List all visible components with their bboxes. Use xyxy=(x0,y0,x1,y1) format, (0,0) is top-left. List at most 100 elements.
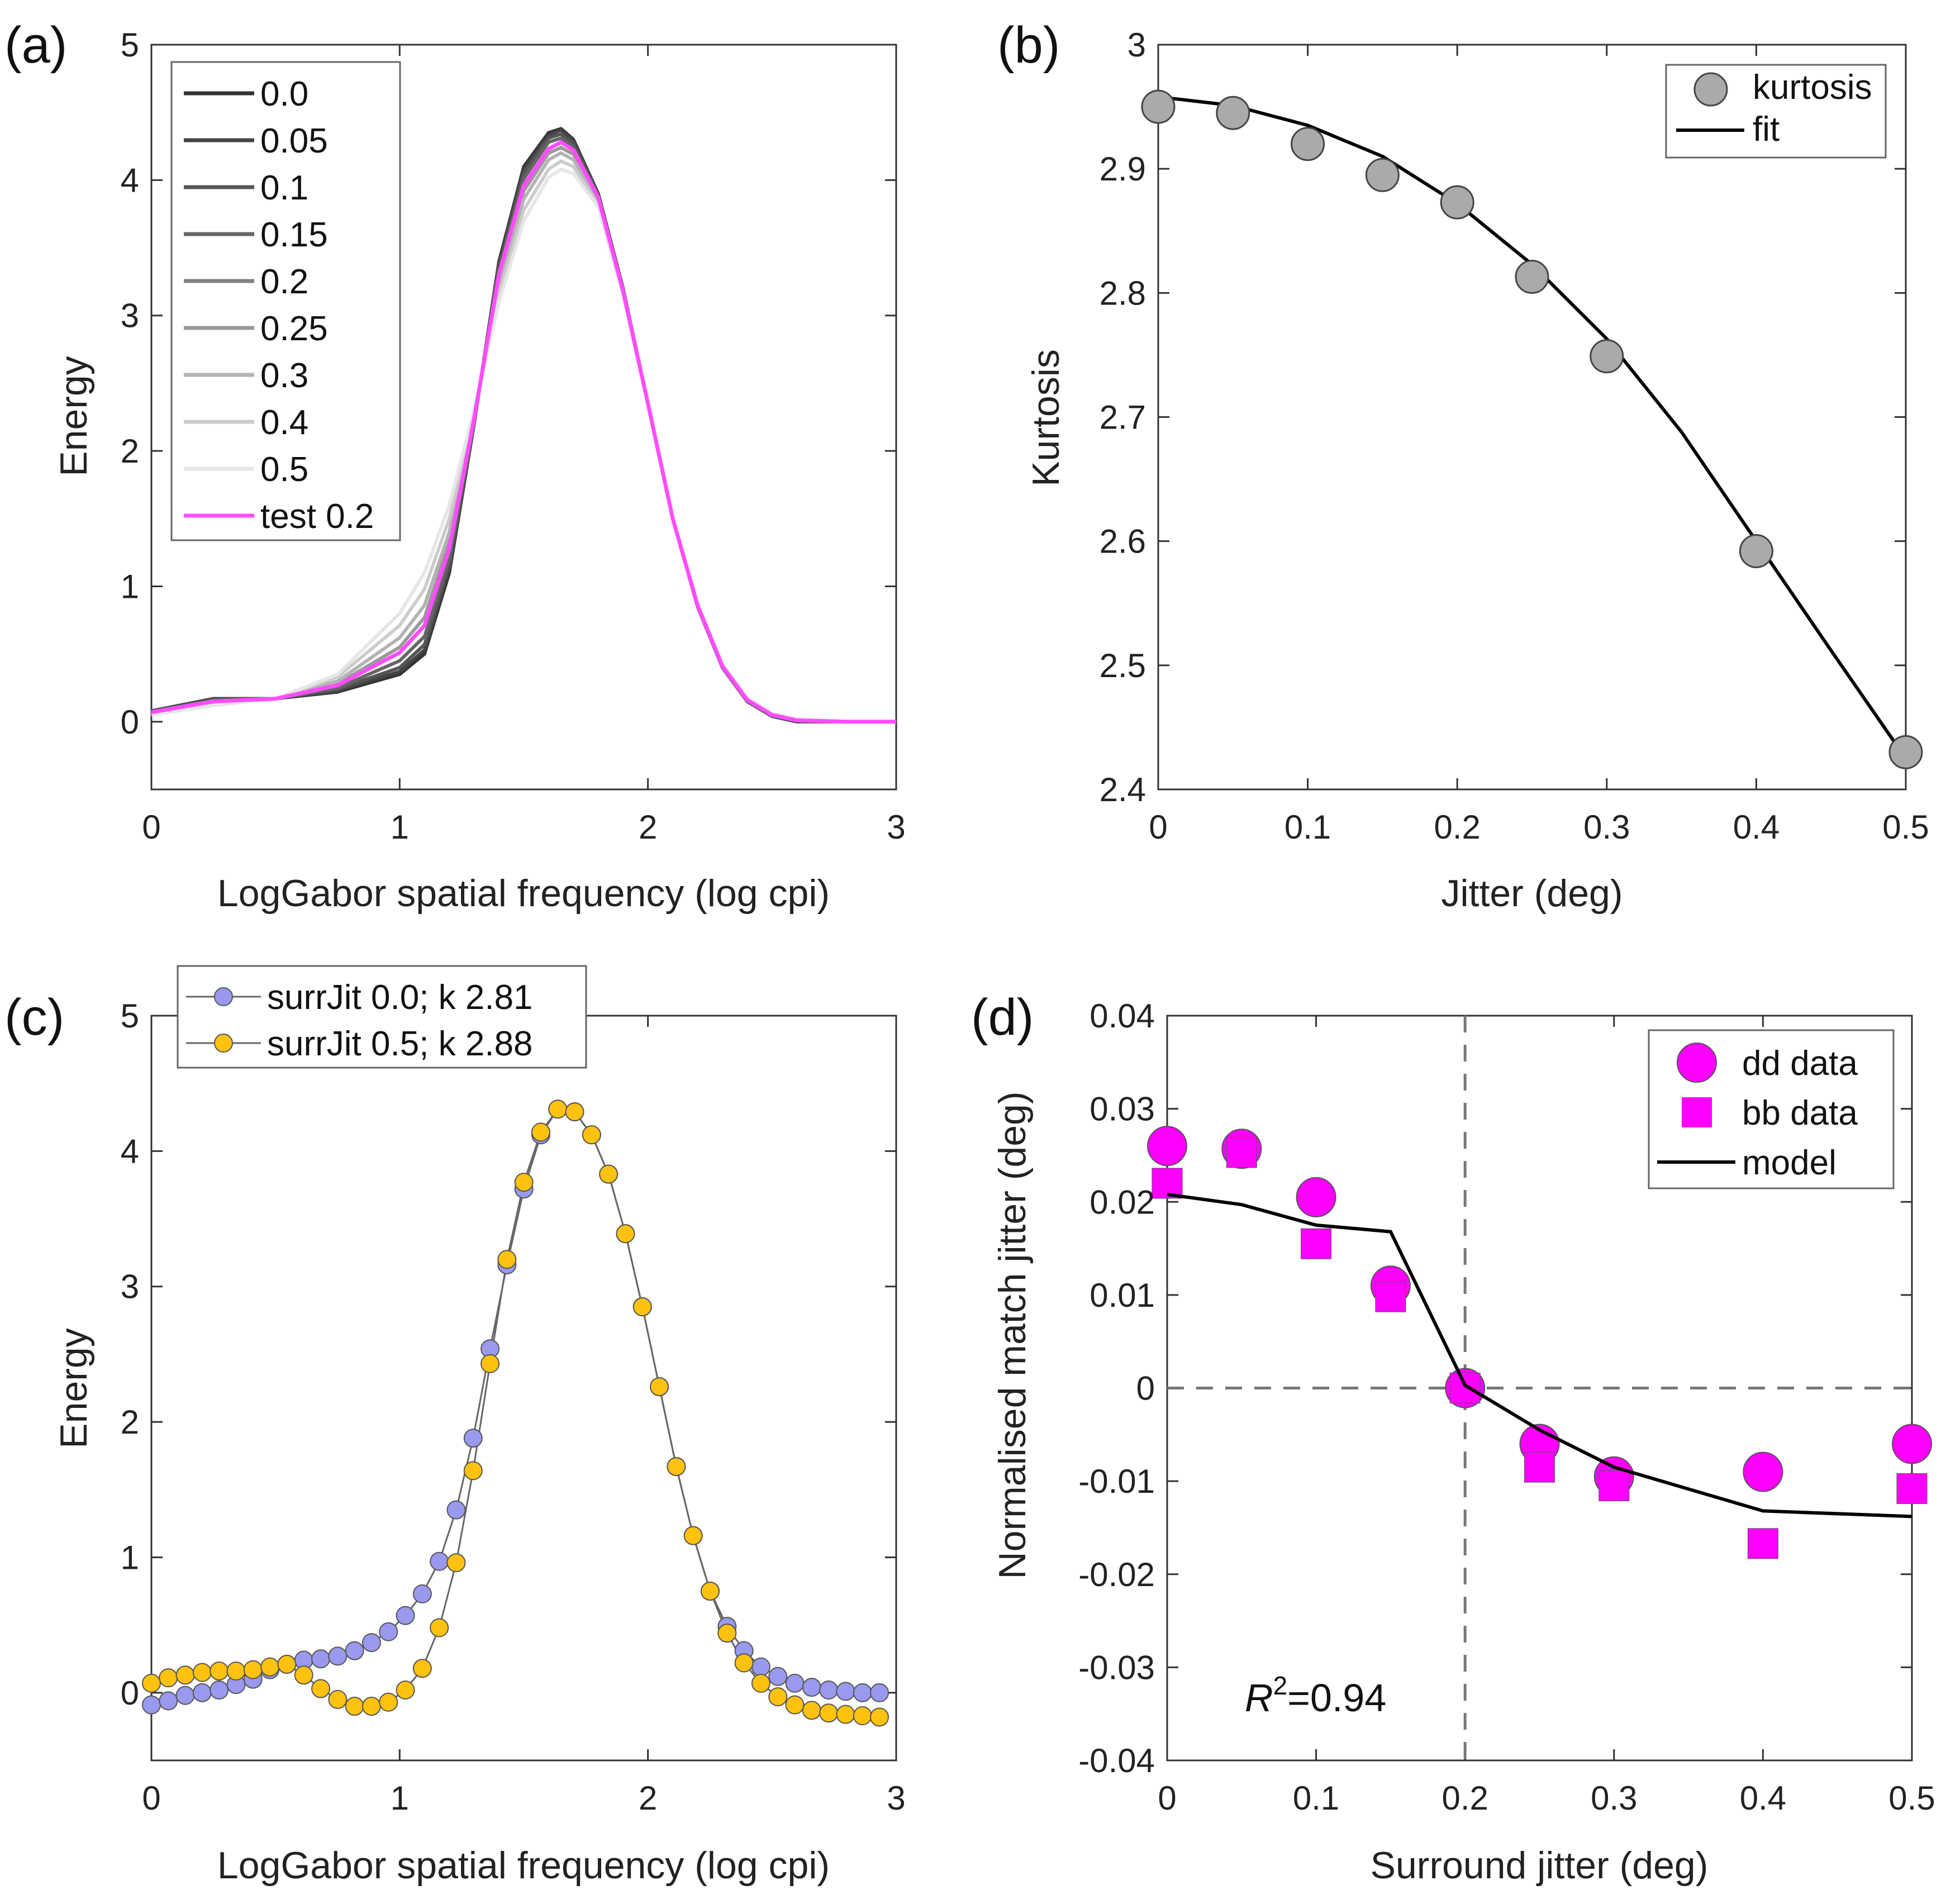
y-tick-label: 2.4 xyxy=(1100,771,1146,808)
kurtosis-point xyxy=(1365,158,1400,192)
y-tick-label: 0.04 xyxy=(1089,997,1155,1035)
data-point xyxy=(785,1695,805,1715)
bb-data-point xyxy=(1598,1470,1630,1501)
data-point xyxy=(768,1687,788,1707)
panel-label-d: (d) xyxy=(971,989,1034,1046)
x-tick-label: 1 xyxy=(391,1779,409,1817)
data-point xyxy=(582,1125,601,1145)
y-tick-label: 5 xyxy=(121,26,139,64)
y-tick-label: 3 xyxy=(121,297,139,335)
y-tick-label: 0.02 xyxy=(1089,1183,1155,1221)
data-point xyxy=(463,1429,483,1448)
data-point xyxy=(396,1680,415,1700)
data-point xyxy=(328,1689,348,1709)
data-point xyxy=(514,1173,534,1192)
series-line xyxy=(151,168,896,723)
data-point xyxy=(802,1678,821,1697)
y-tick-label: 0.01 xyxy=(1089,1277,1155,1314)
y-tick-label: 2.9 xyxy=(1100,150,1146,188)
x-tick-label: 0.5 xyxy=(1882,808,1929,846)
data-point xyxy=(650,1377,669,1397)
data-point xyxy=(836,1705,855,1724)
bb-data-point xyxy=(1375,1281,1406,1312)
legend-label: 0.0 xyxy=(260,75,308,113)
data-point xyxy=(734,1653,754,1673)
dd-data-point xyxy=(1892,1424,1932,1464)
legend-label: surrJit 0.5; k 2.88 xyxy=(267,1025,533,1063)
axes-box xyxy=(1157,44,1907,791)
x-tick-label: 0.3 xyxy=(1583,808,1630,846)
bb-data-point xyxy=(1301,1228,1332,1259)
data-point xyxy=(192,1683,212,1702)
y-tick-label: 0.03 xyxy=(1089,1091,1155,1128)
legend-label: 0.25 xyxy=(260,310,328,348)
kurtosis-point xyxy=(1515,259,1549,294)
data-point xyxy=(159,1691,178,1711)
y-tick-label: 0 xyxy=(121,703,139,741)
legend-label: kurtosis xyxy=(1753,68,1872,107)
bb-data-point xyxy=(1449,1373,1481,1403)
legend-label: fit xyxy=(1753,110,1780,149)
legend-label: 0.05 xyxy=(260,122,328,160)
x-tick-label: 0.5 xyxy=(1888,1779,1935,1817)
bb-data-point xyxy=(1896,1473,1928,1504)
kurtosis-point xyxy=(1141,89,1176,124)
data-point xyxy=(142,1673,161,1693)
data-point xyxy=(632,1297,652,1317)
x-tick-label: 2 xyxy=(639,808,657,846)
dd-data-point xyxy=(1296,1177,1336,1217)
x-axis-label-a: LogGabor spatial frequency (log cpi) xyxy=(217,872,830,915)
dd-data-point xyxy=(1743,1451,1783,1492)
panel-a: (a) LogGabor spatial frequency (log cpi)… xyxy=(4,17,906,915)
data-point xyxy=(142,1695,161,1715)
data-point xyxy=(802,1701,821,1720)
data-point xyxy=(311,1649,331,1669)
data-point xyxy=(175,1686,195,1705)
legend-label: dd data xyxy=(1742,1044,1858,1083)
kurtosis-point xyxy=(1590,339,1624,374)
axes-box xyxy=(150,1015,897,1762)
panel-b: (b) Jitter (deg) Kurtosis 0 0.1 0.2 0.3 0.4 0… xyxy=(997,17,1929,915)
x-tick-label: 0 xyxy=(142,1779,160,1817)
y-axis-label-b: Kurtosis xyxy=(1025,349,1067,487)
data-point xyxy=(853,1706,872,1726)
y-tick-label: -0.01 xyxy=(1078,1463,1155,1500)
data-point xyxy=(277,1654,297,1674)
data-point xyxy=(412,1584,432,1603)
r2-value: =0.94 xyxy=(1287,1676,1386,1720)
data-point xyxy=(192,1663,212,1682)
data-point xyxy=(226,1662,246,1681)
legend-marker xyxy=(214,987,233,1006)
bb-data-point xyxy=(1747,1528,1778,1559)
legend-marker xyxy=(1693,72,1728,107)
data-point xyxy=(379,1692,398,1712)
legend-label: 0.5 xyxy=(260,450,308,489)
panel-label-c: (c) xyxy=(4,989,64,1046)
data-point xyxy=(599,1164,618,1184)
legend-label: 0.2 xyxy=(260,263,308,301)
data-point xyxy=(430,1551,449,1571)
legend-marker xyxy=(214,1034,233,1053)
plot-area-c xyxy=(142,1015,897,1762)
y-axis-label-a: Energy xyxy=(53,356,95,476)
data-point xyxy=(361,1697,381,1716)
y-tick-label: 2.6 xyxy=(1100,523,1146,560)
data-point xyxy=(717,1624,737,1643)
kurtosis-point xyxy=(1739,534,1773,568)
x-tick-label: 1 xyxy=(391,808,409,846)
data-point xyxy=(361,1633,381,1653)
data-point xyxy=(396,1606,415,1625)
data-point xyxy=(667,1457,686,1477)
y-tick-label: -0.04 xyxy=(1078,1742,1155,1779)
data-point xyxy=(430,1618,449,1638)
data-point xyxy=(210,1662,229,1681)
legend-marker-circle xyxy=(1677,1043,1717,1083)
y-tick-label: 0 xyxy=(1136,1370,1155,1407)
kurtosis-point xyxy=(1440,185,1474,220)
data-point xyxy=(294,1665,313,1685)
data-point xyxy=(345,1697,364,1716)
legend-label: 0.1 xyxy=(260,169,308,207)
panel-label-a: (a) xyxy=(4,17,67,74)
x-tick-label: 0.4 xyxy=(1740,1779,1786,1817)
